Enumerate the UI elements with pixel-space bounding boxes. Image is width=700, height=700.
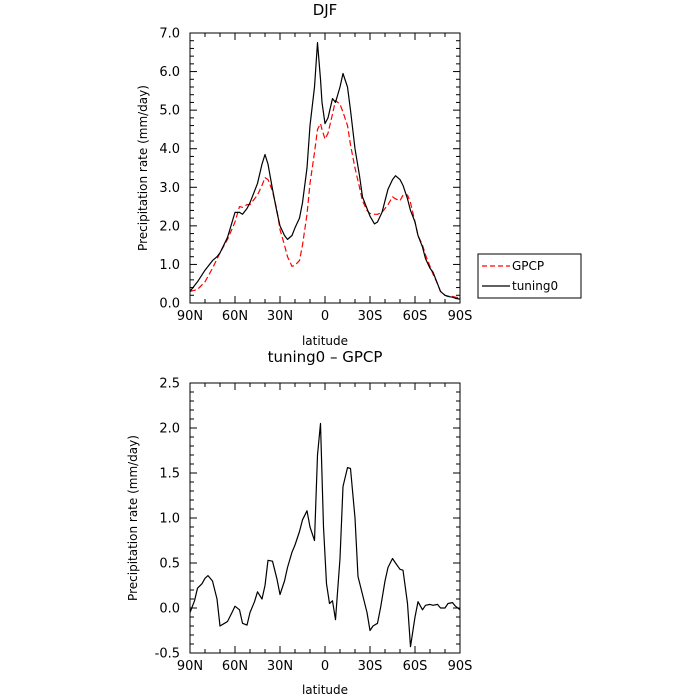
x-tick-label: 0: [321, 659, 329, 674]
x-tick-label: 30S: [358, 659, 383, 674]
legend-entry-gpcp: GPCP: [512, 259, 544, 273]
x-tick-label: 90N: [177, 659, 203, 674]
y-tick-label: 2.0: [159, 219, 180, 234]
y-tick-label: 0.5: [159, 557, 180, 572]
x-tick-label: 90N: [177, 309, 203, 324]
panel-difference: tuning0 – GPCP 90N 60N 30N 0 30S 60S 90S -0.5 0.…: [126, 348, 472, 697]
panel2-ticks: 90N 60N 30N 0 30S 60S 90S -0.5 0.0 0.5 1.0 1.5 2.0 2.…: [155, 377, 473, 675]
legend-box: [477, 253, 582, 299]
x-tick-label: 90S: [448, 309, 473, 324]
y-tick-label: 3.0: [159, 181, 180, 196]
x-tick-label: 60N: [222, 659, 248, 674]
panel2-ylabel: Precipitation rate (mm/day): [126, 435, 140, 601]
x-tick-label: 30S: [358, 309, 383, 324]
y-tick-label: 5.0: [159, 104, 180, 119]
x-tick-label: 60S: [403, 309, 428, 324]
y-tick-label: 1.5: [159, 467, 180, 482]
panel2-frame: [189, 382, 461, 654]
panel1-xlabel: latitude: [302, 334, 348, 348]
x-tick-label: 30N: [267, 309, 293, 324]
y-tick-label: 0.0: [159, 602, 180, 617]
x-tick-label: 30N: [267, 659, 293, 674]
y-tick-label: 4.0: [159, 142, 180, 157]
panel2-series: [189, 422, 461, 648]
y-tick-label: 2.0: [159, 422, 180, 437]
panel-djf: DJF 90N 60N 30N 0 30S 60S 90S 0.0 1.0 2.0 3.0 4.0 5.…: [136, 1, 472, 348]
x-tick-label: 60S: [403, 659, 428, 674]
x-tick-label: 0: [321, 309, 329, 324]
y-tick-label: 2.5: [159, 377, 180, 392]
series-line-gpcp: [189, 99, 461, 299]
y-tick-label: -0.5: [155, 647, 180, 662]
panel2-xlabel: latitude: [302, 683, 348, 697]
legend: GPCP tuning0: [477, 253, 582, 299]
x-tick-label: 60N: [222, 309, 248, 324]
panel1-frame: [189, 32, 461, 304]
series-line-difference: [189, 422, 461, 648]
x-tick-label: 90S: [448, 659, 473, 674]
panel1-series: [189, 42, 461, 300]
y-tick-label: 1.0: [159, 258, 180, 273]
legend-entry-tuning0: tuning0: [512, 279, 558, 293]
y-tick-label: 7.0: [159, 27, 180, 42]
panel2-title: tuning0 – GPCP: [268, 348, 383, 366]
y-tick-label: 6.0: [159, 65, 180, 80]
panel1-title: DJF: [313, 1, 338, 19]
panel1-ticks: 90N 60N 30N 0 30S 60S 90S 0.0 1.0 2.0 3.0 4.0 5.0 6.0…: [159, 27, 472, 325]
y-tick-label: 1.0: [159, 512, 180, 527]
series-line-tuning0: [189, 42, 461, 300]
panel1-ylabel: Precipitation rate (mm/day): [136, 85, 150, 251]
y-tick-label: 0.0: [159, 297, 180, 312]
